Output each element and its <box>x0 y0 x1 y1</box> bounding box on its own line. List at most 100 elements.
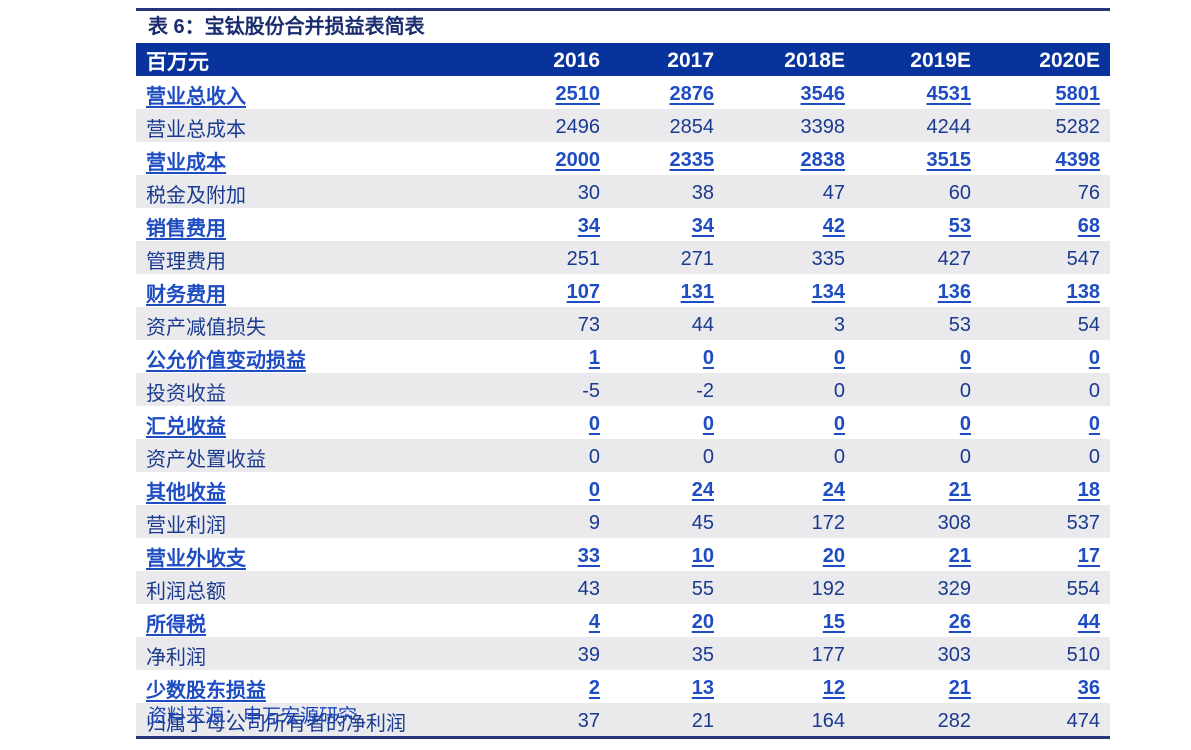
cell-value: 0 <box>588 446 600 468</box>
cell-value: 4398 <box>1055 149 1101 171</box>
cell-value: 34 <box>691 215 714 237</box>
table-header: 百万元 2016 2017 2018E 2019E 2020E <box>136 43 1110 76</box>
row-label: 资产处置收益 <box>146 449 266 471</box>
cell-value: 18 <box>1077 479 1100 501</box>
row-label: 利润总额 <box>146 581 226 603</box>
table-row: 资产处置收益 0 0 0 0 0 <box>136 439 1110 472</box>
cell-value: -2 <box>696 380 714 402</box>
cell-value: 17 <box>1077 545 1100 567</box>
year-header-2017: 2017 <box>610 43 724 76</box>
cell-value: 33 <box>577 545 600 567</box>
table-row: 利润总额 43 55 192 329 554 <box>136 571 1110 604</box>
cell-value: 282 <box>937 710 971 732</box>
cell-value: 537 <box>1066 512 1100 534</box>
cell-value: 510 <box>1066 644 1100 666</box>
cell-value: 0 <box>959 413 971 435</box>
table-header-row: 百万元 2016 2017 2018E 2019E 2020E <box>136 43 1110 76</box>
row-label: 归属于母公司所有者的净利润 <box>146 713 406 735</box>
cell-value: 2335 <box>669 149 715 171</box>
table-row: 营业利润 9 45 172 308 537 <box>136 505 1110 538</box>
cell-value: 60 <box>948 182 971 204</box>
table-row: 其他收益 0 24 24 21 18 <box>136 472 1110 505</box>
cell-value: 20 <box>822 545 845 567</box>
row-label: 营业总收入 <box>146 86 246 108</box>
year-header-2020e: 2020E <box>981 43 1110 76</box>
row-label: 其他收益 <box>146 482 226 504</box>
table-row: 营业总成本 2496 2854 3398 4244 5282 <box>136 109 1110 142</box>
cell-value: 2496 <box>555 116 601 138</box>
cell-value: 0 <box>588 479 600 501</box>
cell-value: 24 <box>822 479 845 501</box>
cell-value: 43 <box>577 578 600 600</box>
cell-value: 0 <box>1088 347 1100 369</box>
row-label: 营业成本 <box>146 152 226 174</box>
cell-value: 251 <box>566 248 600 270</box>
cell-value: 1 <box>588 347 600 369</box>
row-label: 净利润 <box>146 647 206 669</box>
cell-value: 0 <box>833 446 845 468</box>
table-row: 公允价值变动损益 1 0 0 0 0 <box>136 340 1110 373</box>
cell-value: 34 <box>577 215 600 237</box>
row-label: 税金及附加 <box>146 185 246 207</box>
cell-value: 37 <box>577 710 600 732</box>
row-label: 汇兑收益 <box>146 416 226 438</box>
table-row: 财务费用 107 131 134 136 138 <box>136 274 1110 307</box>
cell-value: 131 <box>680 281 714 303</box>
cell-value: 39 <box>577 644 600 666</box>
cell-value: 76 <box>1077 182 1100 204</box>
cell-value: 47 <box>822 182 845 204</box>
cell-value: 0 <box>833 347 845 369</box>
cell-value: 107 <box>566 281 600 303</box>
cell-value: 53 <box>948 314 971 336</box>
table-row: 营业总收入 2510 2876 3546 4531 5801 <box>136 76 1110 109</box>
table-row: 资产减值损失 73 44 3 53 54 <box>136 307 1110 340</box>
cell-value: 0 <box>1088 413 1100 435</box>
cell-value: 427 <box>937 248 971 270</box>
year-header-2019e: 2019E <box>855 43 981 76</box>
cell-value: 21 <box>948 545 971 567</box>
title-top-rule <box>136 8 1110 11</box>
cell-value: 3546 <box>800 83 846 105</box>
cell-value: 44 <box>691 314 714 336</box>
cell-value: 2876 <box>669 83 715 105</box>
cell-value: 136 <box>937 281 971 303</box>
cell-value: 0 <box>959 347 971 369</box>
cell-value: 0 <box>702 413 714 435</box>
cell-value: 308 <box>937 512 971 534</box>
cell-value: 0 <box>588 413 600 435</box>
cell-value: 271 <box>680 248 714 270</box>
table-row: 管理费用 251 271 335 427 547 <box>136 241 1110 274</box>
cell-value: 4244 <box>926 116 972 138</box>
cell-value: 547 <box>1066 248 1100 270</box>
cell-value: 0 <box>833 380 845 402</box>
cell-value: 2510 <box>555 83 601 105</box>
cell-value: 3 <box>833 314 845 336</box>
source-note: 资料来源：申万宏源研究 <box>148 706 358 727</box>
table-row: 净利润 39 35 177 303 510 <box>136 637 1110 670</box>
row-label: 所得税 <box>146 614 206 636</box>
cell-value: 0 <box>833 413 845 435</box>
cell-value: 15 <box>822 611 845 633</box>
cell-value: 55 <box>691 578 714 600</box>
cell-value: 0 <box>959 380 971 402</box>
cell-value: 5282 <box>1055 116 1101 138</box>
table-row: 营业成本 2000 2335 2838 3515 4398 <box>136 142 1110 175</box>
cell-value: 554 <box>1066 578 1100 600</box>
row-label: 营业总成本 <box>146 119 246 141</box>
table-row: 投资收益 -5 -2 0 0 0 <box>136 373 1110 406</box>
table-row: 归属于母公司所有者的净利润 37 21 164 282 474 <box>136 703 1110 738</box>
cell-value: 172 <box>811 512 845 534</box>
cell-value: 9 <box>588 512 600 534</box>
cell-value: 45 <box>691 512 714 534</box>
cell-value: 3398 <box>800 116 846 138</box>
cell-value: 68 <box>1077 215 1100 237</box>
cell-value: 44 <box>1077 611 1100 633</box>
year-header-2018e: 2018E <box>724 43 855 76</box>
cell-value: 21 <box>948 677 971 699</box>
table-row: 销售费用 34 34 42 53 68 <box>136 208 1110 241</box>
cell-value: 192 <box>811 578 845 600</box>
cell-value: 21 <box>948 479 971 501</box>
income-statement-table: 百万元 2016 2017 2018E 2019E 2020E 营业总收入 25… <box>136 43 1110 739</box>
table-title: 表 6：宝钛股份合并损益表简表 <box>136 11 1110 43</box>
